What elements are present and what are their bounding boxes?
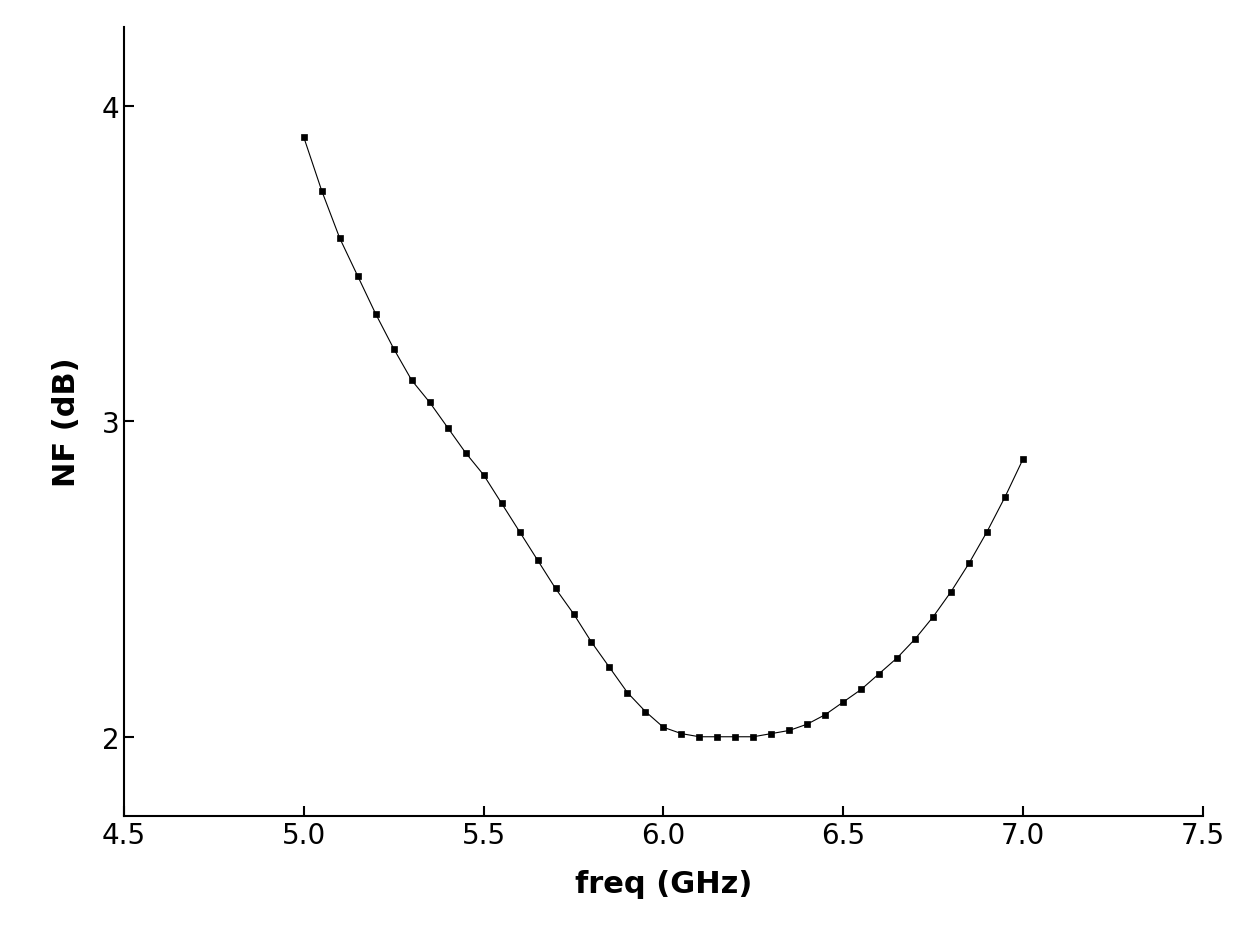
Y-axis label: NF (dB): NF (dB) — [52, 357, 81, 487]
X-axis label: freq (GHz): freq (GHz) — [574, 870, 753, 898]
